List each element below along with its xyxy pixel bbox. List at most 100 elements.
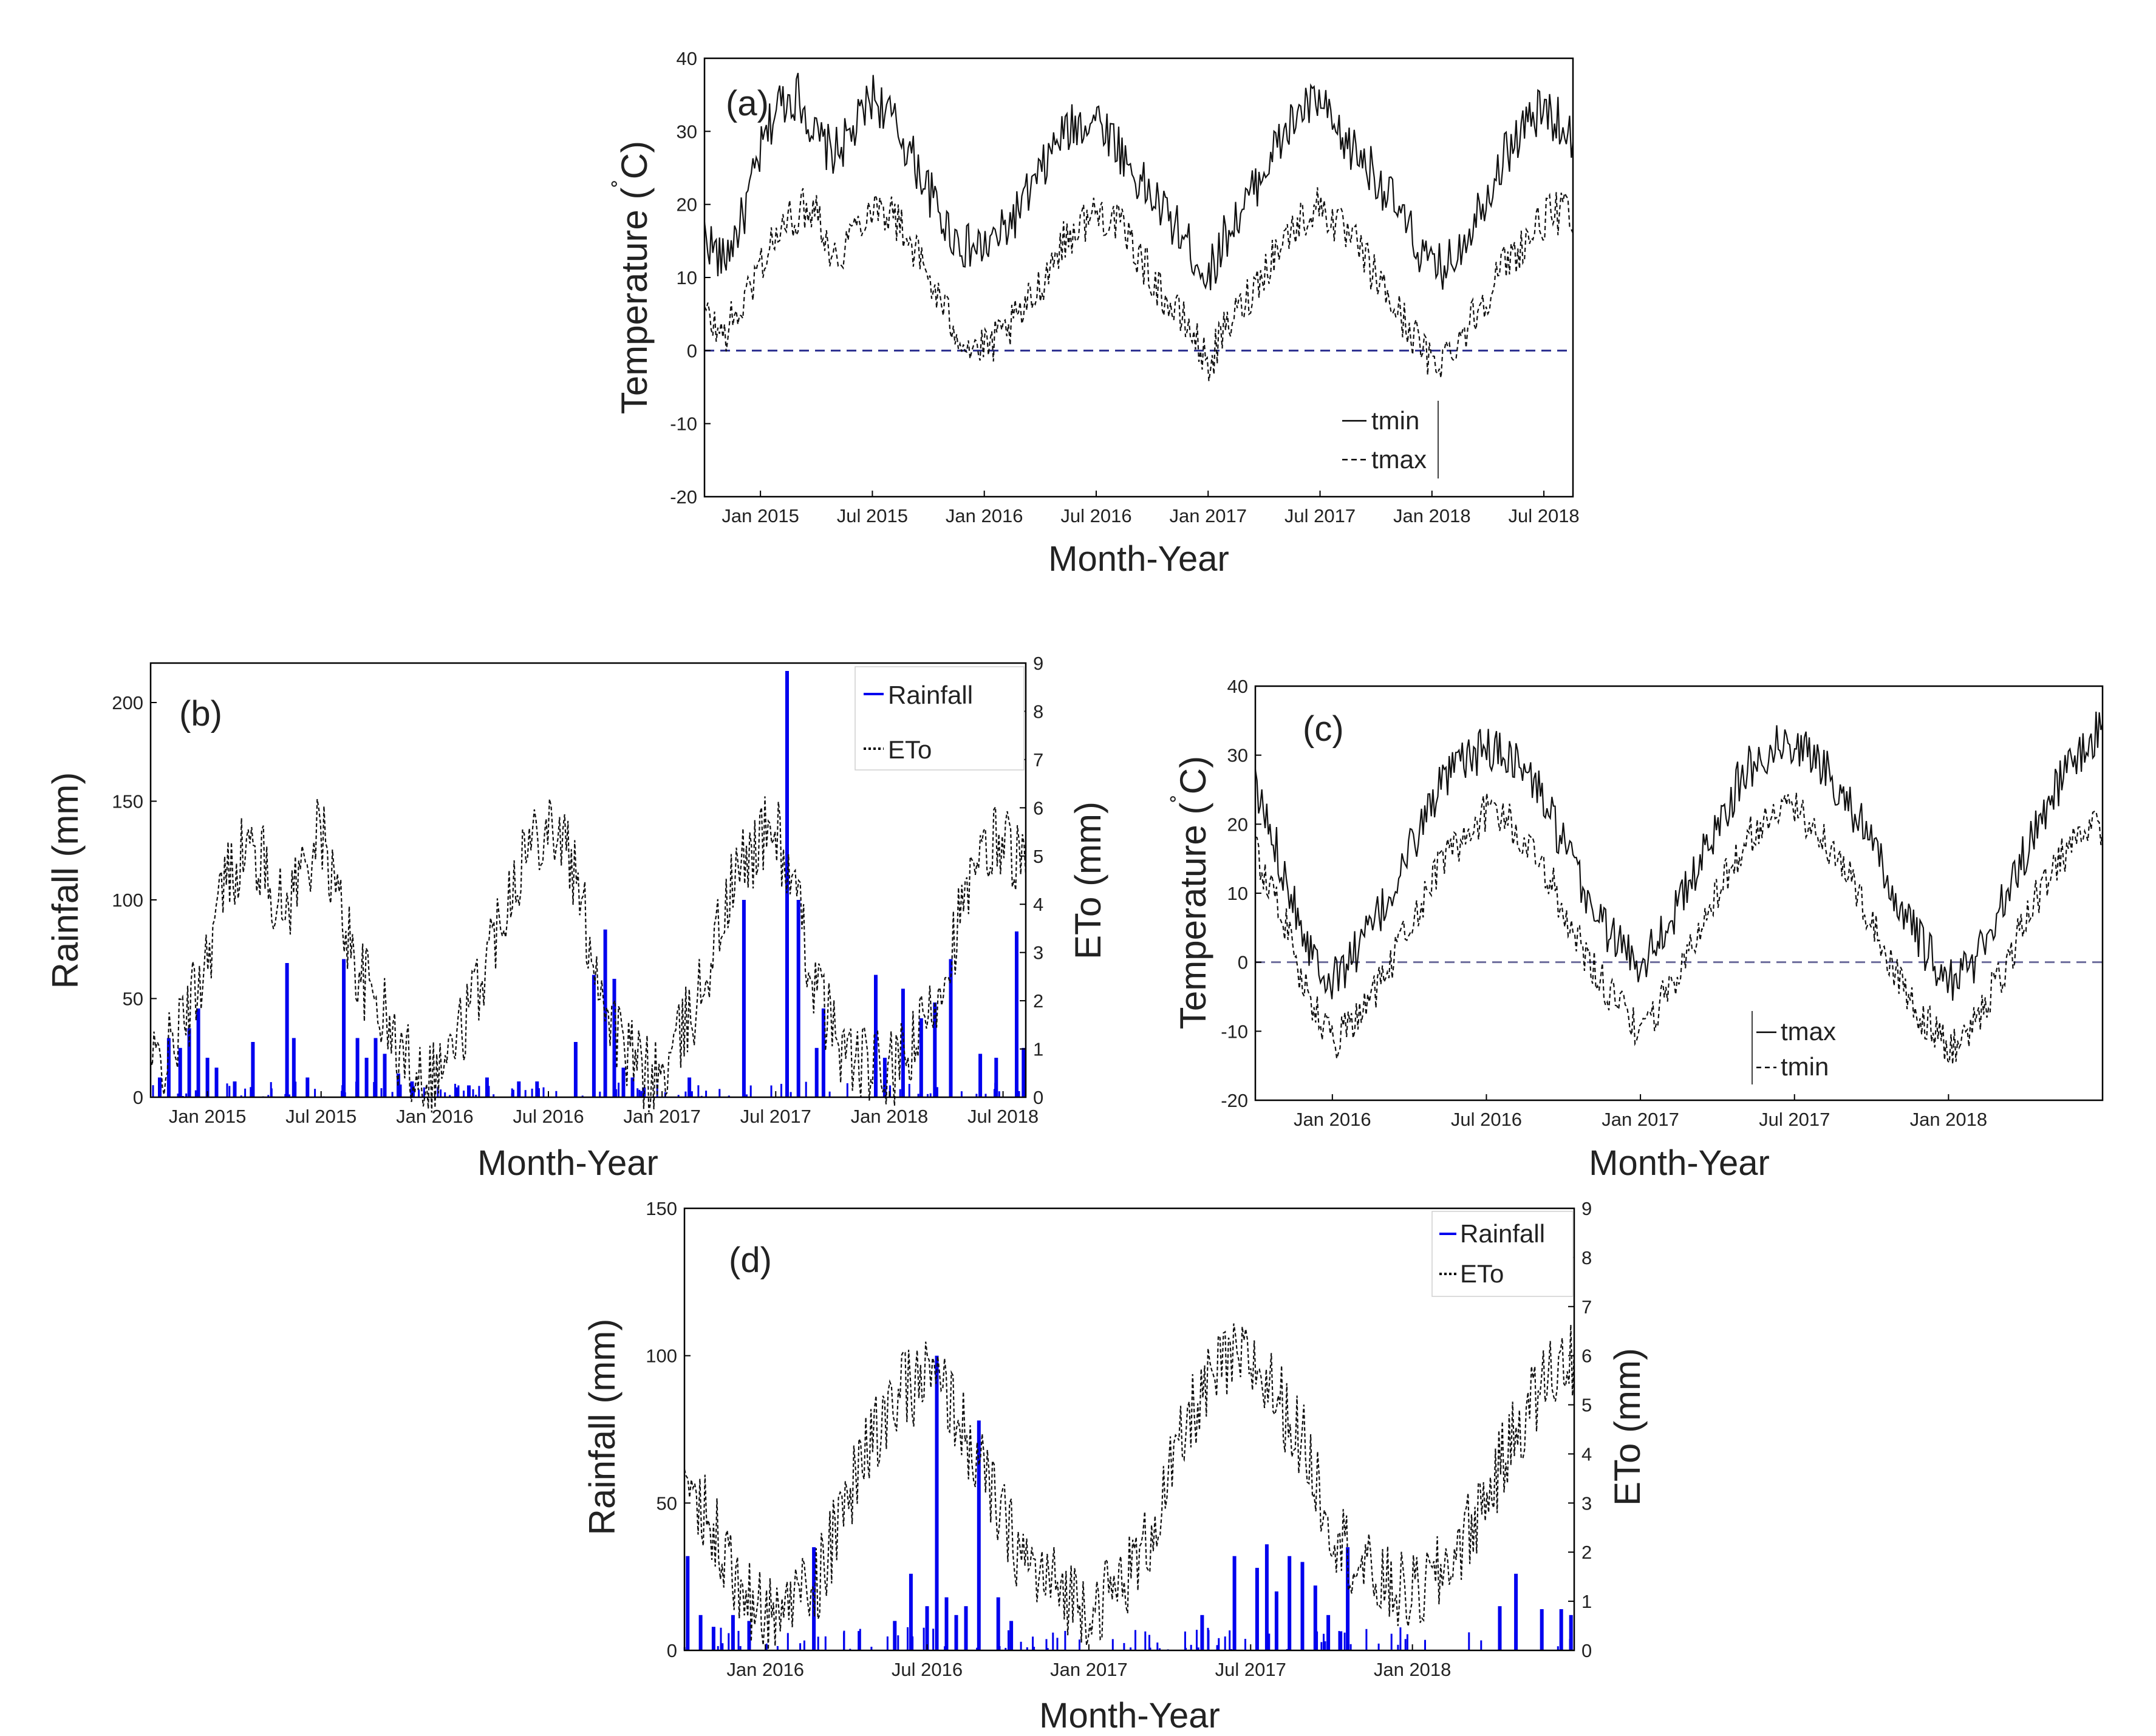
rainfall-bar — [467, 1085, 471, 1097]
rainfall-bar-minor — [1275, 1638, 1277, 1650]
rainfall-bar — [166, 1038, 171, 1097]
y2-tick-label: 8 — [1581, 1247, 1592, 1268]
rainfall-bar-minor — [978, 1646, 981, 1650]
x-tick-label: Jan 2018 — [1374, 1659, 1452, 1680]
rainfall-bar-minor — [1541, 1647, 1544, 1650]
rainfall-bar-minor — [185, 1093, 188, 1097]
rainfall-bar-minor — [984, 1094, 987, 1097]
rainfall-bar — [1255, 1568, 1259, 1650]
panel-a-label: (a) — [726, 84, 769, 123]
rainfall-bar — [383, 1054, 387, 1097]
rainfall-bar — [621, 1067, 626, 1098]
rainfall-bar — [1274, 1591, 1278, 1650]
rainfall-bar-minor — [493, 1094, 495, 1097]
y-tick-label: 0 — [667, 1640, 677, 1661]
rainfall-bar — [187, 1028, 191, 1098]
rainfall-bar-minor — [284, 1094, 287, 1097]
y-tick-label: -10 — [670, 414, 697, 435]
rainfall-bar — [410, 1081, 414, 1097]
rainfall-bar — [1326, 1615, 1331, 1650]
rainfall-bar — [977, 1420, 981, 1650]
rainfall-bar-minor — [288, 1094, 290, 1097]
rainfall-bar-minor — [684, 1091, 687, 1097]
x-tick-label: Jul 2018 — [967, 1106, 1039, 1127]
y-tick-label: 20 — [1227, 814, 1248, 835]
eto-line — [149, 796, 1027, 1113]
rainfall-bar — [814, 1047, 819, 1098]
rainfall-bar-minor — [998, 1646, 1001, 1650]
x-tick-label: Jul 2017 — [1759, 1109, 1830, 1130]
y-tick-label: 20 — [677, 194, 697, 216]
rainfall-bar — [603, 929, 607, 1098]
panel-a-yticks: 40 30 20 10 0 -10 -20 — [670, 48, 711, 508]
rainfall-bar-minor — [899, 1089, 901, 1097]
rainfall-bar — [901, 989, 905, 1098]
rainfall-bar-minor — [1005, 1647, 1007, 1650]
rainfall-bar-minor — [418, 1089, 420, 1097]
rainfall-bar — [1200, 1615, 1204, 1650]
x-tick-label: Jul 2017 — [1215, 1659, 1286, 1680]
rainfall-bar-minor — [1184, 1631, 1186, 1650]
rainfall-bar — [1498, 1606, 1502, 1650]
panel-b-y2-axis-title: ETo (mm) — [1068, 802, 1108, 959]
rainfall-bar-minor — [976, 1647, 978, 1650]
x-tick-label: Jan 2015 — [722, 505, 799, 526]
eto-line — [683, 1323, 1575, 1650]
panel-c-ylabel-main: Temperature ( — [1173, 803, 1213, 1029]
rainfall-bar-minor — [739, 1646, 742, 1650]
rainfall-bar-minor — [1026, 1647, 1028, 1650]
rainfall-bar — [355, 1038, 360, 1097]
x-tick-label: Jul 2015 — [285, 1106, 356, 1127]
rainfall-bar-minor — [1323, 1633, 1325, 1650]
panel-a-ylabel-degree: ˚ — [610, 179, 636, 187]
y-tick-label: 150 — [112, 791, 143, 812]
panel-d-series — [683, 1323, 1575, 1650]
rainfall-bar-minor — [932, 1629, 935, 1650]
rainfall-bar — [1540, 1609, 1544, 1650]
x-tick-label: Jan 2017 — [1050, 1659, 1128, 1680]
rainfall-bar — [687, 1077, 692, 1097]
panel-d-plot-frame — [683, 1207, 1575, 1652]
rainfall-bar-minor — [1390, 1633, 1393, 1650]
rainfall-bar-minor — [737, 1630, 740, 1650]
panel-a-series — [703, 72, 1574, 381]
rainfall-bar-minor — [1316, 1631, 1319, 1650]
rainfall-bar — [178, 1047, 182, 1098]
rainfall-bar — [944, 1597, 949, 1650]
rainfall-bar-minor — [886, 1636, 889, 1650]
panel-b-x-axis-title: Month-Year — [477, 1143, 658, 1183]
rainfall-bar-minor — [1197, 1647, 1199, 1650]
panel-d-label: (d) — [729, 1241, 772, 1280]
rainfall-bar-minor — [240, 1095, 242, 1097]
rainfall-bar-minor — [400, 1084, 402, 1097]
rainfall-bar-minor — [765, 1644, 767, 1650]
x-tick-label: Jan 2015 — [169, 1106, 247, 1127]
rainfall-bar-minor — [927, 1094, 929, 1097]
panel-a-y-axis-title: Temperature (˚C) — [610, 141, 655, 414]
rainfall-bar — [1559, 1609, 1563, 1650]
panel-b-series — [149, 671, 1027, 1113]
rainfall-bar — [1288, 1556, 1292, 1650]
rainfall-bar-minor — [944, 1646, 946, 1650]
rainfall-bar — [233, 1081, 237, 1097]
rainfall-bar — [686, 1556, 690, 1650]
rainfall-bar-minor — [1033, 1647, 1035, 1650]
panel-a: 40 30 20 10 0 -10 -20 Jan 2015 Jul 2015 Jan 2016… — [610, 48, 1580, 579]
rainfall-bar-minor — [1156, 1642, 1159, 1650]
rainfall-bar-minor — [705, 1091, 708, 1097]
rainfall-bar — [893, 1621, 897, 1650]
rainfall-bar-minor — [1130, 1647, 1132, 1650]
rainfall-bar-minor — [1424, 1639, 1426, 1650]
y-tick-label: -20 — [670, 486, 697, 508]
panel-b-xticks: Jan 2015 Jul 2015 Jan 2016 Jul 2016 Jan 2017… — [169, 1091, 1039, 1127]
legend-label-tmin: tmin — [1371, 406, 1419, 435]
y2-tick-label: 4 — [1581, 1443, 1592, 1465]
rainfall-bar-minor — [1557, 1646, 1559, 1650]
y-tick-label: 10 — [1227, 883, 1248, 904]
rainfall-bar-minor — [463, 1091, 465, 1097]
y2-tick-label: 2 — [1033, 990, 1043, 1012]
y-tick-label: 30 — [677, 121, 697, 142]
rainfall-bar — [630, 1077, 635, 1097]
